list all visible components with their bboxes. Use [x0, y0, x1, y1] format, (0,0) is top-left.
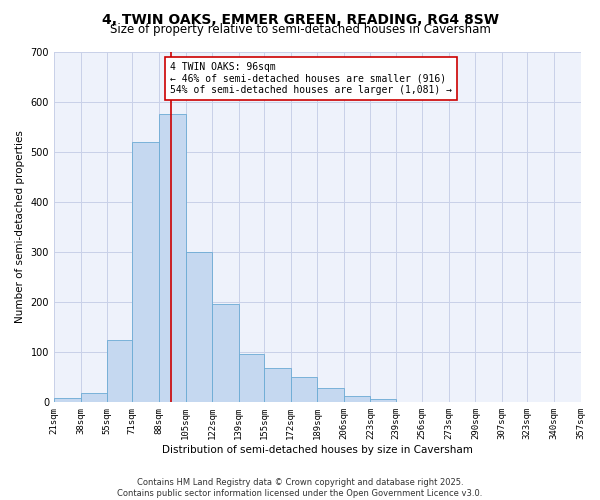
Bar [264, 368, 290, 402]
Y-axis label: Number of semi-detached properties: Number of semi-detached properties [15, 130, 25, 324]
Text: 4 TWIN OAKS: 96sqm
← 46% of semi-detached houses are smaller (916)
54% of semi-d: 4 TWIN OAKS: 96sqm ← 46% of semi-detache… [170, 62, 452, 95]
Bar [317, 388, 344, 402]
Text: 4, TWIN OAKS, EMMER GREEN, READING, RG4 8SW: 4, TWIN OAKS, EMMER GREEN, READING, RG4 … [101, 12, 499, 26]
Bar [290, 378, 317, 402]
Bar [185, 252, 212, 402]
Bar [239, 354, 264, 403]
X-axis label: Distribution of semi-detached houses by size in Caversham: Distribution of semi-detached houses by … [162, 445, 473, 455]
Bar [212, 304, 239, 402]
Text: Size of property relative to semi-detached houses in Caversham: Size of property relative to semi-detach… [110, 22, 490, 36]
Text: Contains HM Land Registry data © Crown copyright and database right 2025.
Contai: Contains HM Land Registry data © Crown c… [118, 478, 482, 498]
Bar [344, 396, 370, 402]
Bar [132, 142, 159, 402]
Bar [159, 114, 185, 403]
Bar [370, 399, 395, 402]
Bar [107, 340, 132, 402]
Bar [80, 394, 107, 402]
Bar [54, 398, 80, 402]
